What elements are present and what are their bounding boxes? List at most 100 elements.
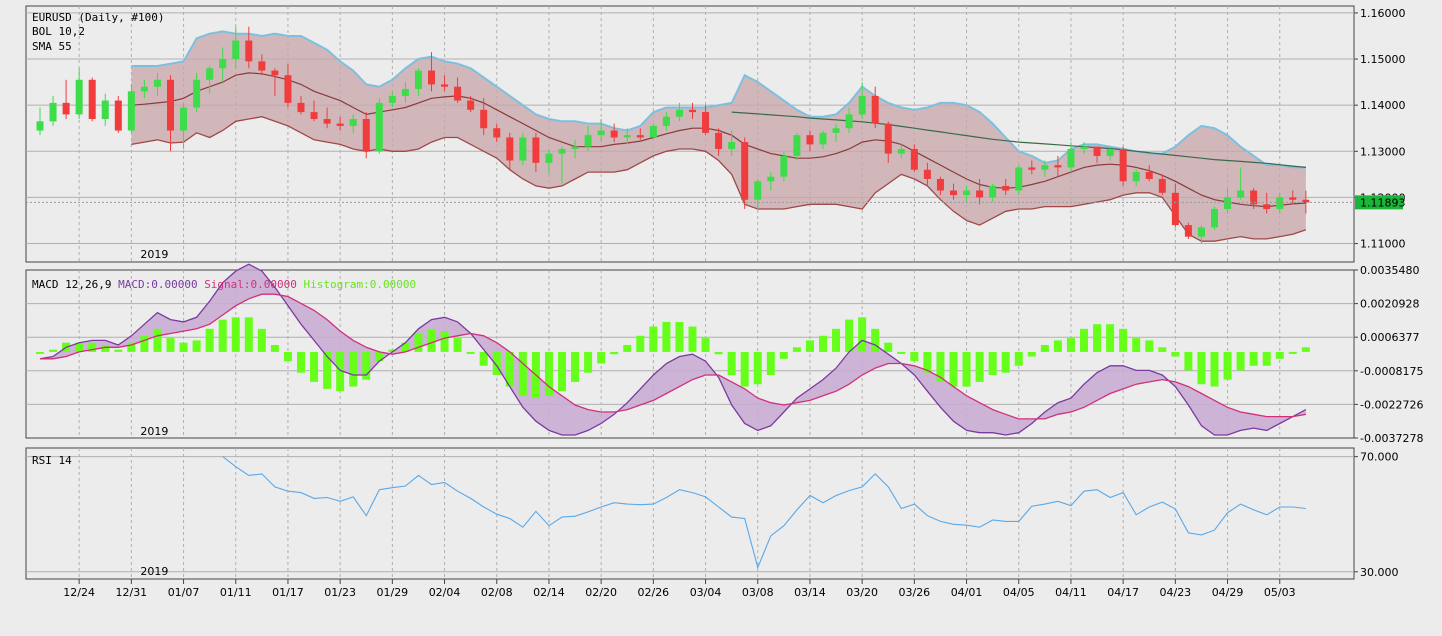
candle-body[interactable] (506, 137, 514, 161)
candle-body[interactable] (832, 128, 840, 133)
rsi-panel[interactable]: 70.000 30.000 2019 (25, 447, 1399, 580)
candle-body[interactable] (1132, 172, 1140, 182)
candle-body[interactable] (689, 109, 696, 113)
candle-body[interactable] (310, 112, 318, 120)
candle-body[interactable] (897, 148, 905, 154)
candle-body[interactable] (963, 190, 971, 196)
candle-body[interactable] (375, 102, 383, 152)
candle-body[interactable] (767, 176, 775, 182)
candle-body[interactable] (245, 40, 253, 62)
candle-body[interactable] (441, 84, 449, 87)
candle-body[interactable] (1080, 146, 1088, 149)
candle-body[interactable] (819, 132, 827, 145)
candle-body[interactable] (232, 40, 240, 60)
candle-body[interactable] (1093, 146, 1101, 156)
candle-body[interactable] (88, 79, 96, 120)
candle-body[interactable] (989, 185, 997, 198)
candle-body[interactable] (1237, 190, 1245, 198)
candle-body[interactable] (1119, 148, 1127, 182)
candle-body[interactable] (1041, 165, 1049, 170)
candle-body[interactable] (1028, 167, 1036, 170)
candle-body[interactable] (193, 79, 201, 108)
candle-body[interactable] (219, 59, 227, 69)
candle-body[interactable] (1054, 165, 1062, 168)
macd-panel[interactable]: 0.0035480 0.0020928 0.0006377 -0.0008175 -0.… (25, 263, 1423, 445)
candle-body[interactable] (467, 100, 475, 110)
candle-body[interactable] (702, 112, 710, 133)
candle-body[interactable] (806, 135, 814, 145)
candle-body[interactable] (1184, 225, 1192, 237)
candle-body[interactable] (180, 107, 188, 131)
candle-body[interactable] (127, 91, 135, 131)
candle-body[interactable] (1106, 148, 1114, 156)
candle-body[interactable] (519, 137, 527, 161)
candle-body[interactable] (858, 95, 866, 115)
candle-body[interactable] (401, 89, 409, 96)
candle-body[interactable] (715, 132, 723, 149)
candle-body[interactable] (950, 190, 957, 196)
candle-body[interactable] (75, 79, 83, 115)
candle-body[interactable] (349, 119, 357, 126)
candle-body[interactable] (649, 125, 657, 138)
candle-body[interactable] (1197, 227, 1205, 237)
candle-body[interactable] (741, 142, 749, 200)
candle-body[interactable] (1067, 148, 1075, 168)
candle-body[interactable] (271, 70, 279, 76)
candle-body[interactable] (610, 130, 618, 138)
candle-body[interactable] (414, 70, 422, 90)
candle-body[interactable] (1015, 167, 1023, 191)
candle-body[interactable] (36, 121, 44, 131)
candle-body[interactable] (362, 119, 370, 152)
candle-body[interactable] (623, 135, 631, 138)
candle-body[interactable] (167, 79, 174, 131)
candle-body[interactable] (636, 135, 644, 138)
candle-body[interactable] (49, 102, 57, 122)
candle-body[interactable] (140, 86, 148, 92)
candle-body[interactable] (1158, 178, 1166, 193)
candle-body[interactable] (336, 123, 344, 126)
candle-body[interactable] (545, 153, 553, 163)
candle-body[interactable] (1302, 199, 1310, 203)
candle-body[interactable] (480, 109, 488, 129)
candle-body[interactable] (1002, 185, 1010, 191)
candle-body[interactable] (793, 135, 801, 156)
candle-body[interactable] (780, 155, 788, 177)
candle-body[interactable] (1224, 197, 1232, 209)
candle-body[interactable] (101, 100, 109, 120)
candle-body[interactable] (388, 95, 396, 103)
candle-body[interactable] (754, 181, 762, 200)
candle-body[interactable] (845, 114, 853, 129)
candle-body[interactable] (936, 178, 944, 191)
candle-body[interactable] (976, 190, 984, 198)
candle-body[interactable] (1250, 190, 1258, 205)
candle-body[interactable] (493, 128, 501, 138)
candle-body[interactable] (153, 79, 161, 87)
candle-body[interactable] (910, 148, 918, 170)
candle-body[interactable] (1289, 197, 1297, 200)
candle-body[interactable] (1263, 204, 1271, 209)
candle-body[interactable] (206, 68, 214, 80)
candle-body[interactable] (884, 123, 892, 154)
candle-body[interactable] (323, 119, 331, 124)
candle-body[interactable] (584, 135, 592, 147)
candle-body[interactable] (871, 95, 879, 124)
candle-body[interactable] (558, 148, 566, 154)
candle-body[interactable] (1145, 172, 1153, 179)
candle-body[interactable] (728, 142, 736, 149)
price-panel[interactable]: 1.110001.120001.130001.140001.150001.160… (25, 5, 1406, 263)
candle-body[interactable] (662, 116, 670, 126)
candle-body[interactable] (284, 75, 292, 103)
candle-body[interactable] (114, 100, 122, 131)
candle-body[interactable] (454, 86, 462, 101)
candle-body[interactable] (428, 70, 435, 85)
candle-body[interactable] (1276, 197, 1284, 209)
candle-body[interactable] (923, 169, 931, 179)
candle-body[interactable] (532, 137, 540, 163)
candle-body[interactable] (1171, 192, 1179, 226)
candle-body[interactable] (62, 102, 70, 115)
candle-body[interactable] (597, 130, 605, 136)
candle-body[interactable] (1211, 208, 1218, 228)
candle-body[interactable] (297, 102, 305, 113)
candle-body[interactable] (571, 146, 579, 149)
